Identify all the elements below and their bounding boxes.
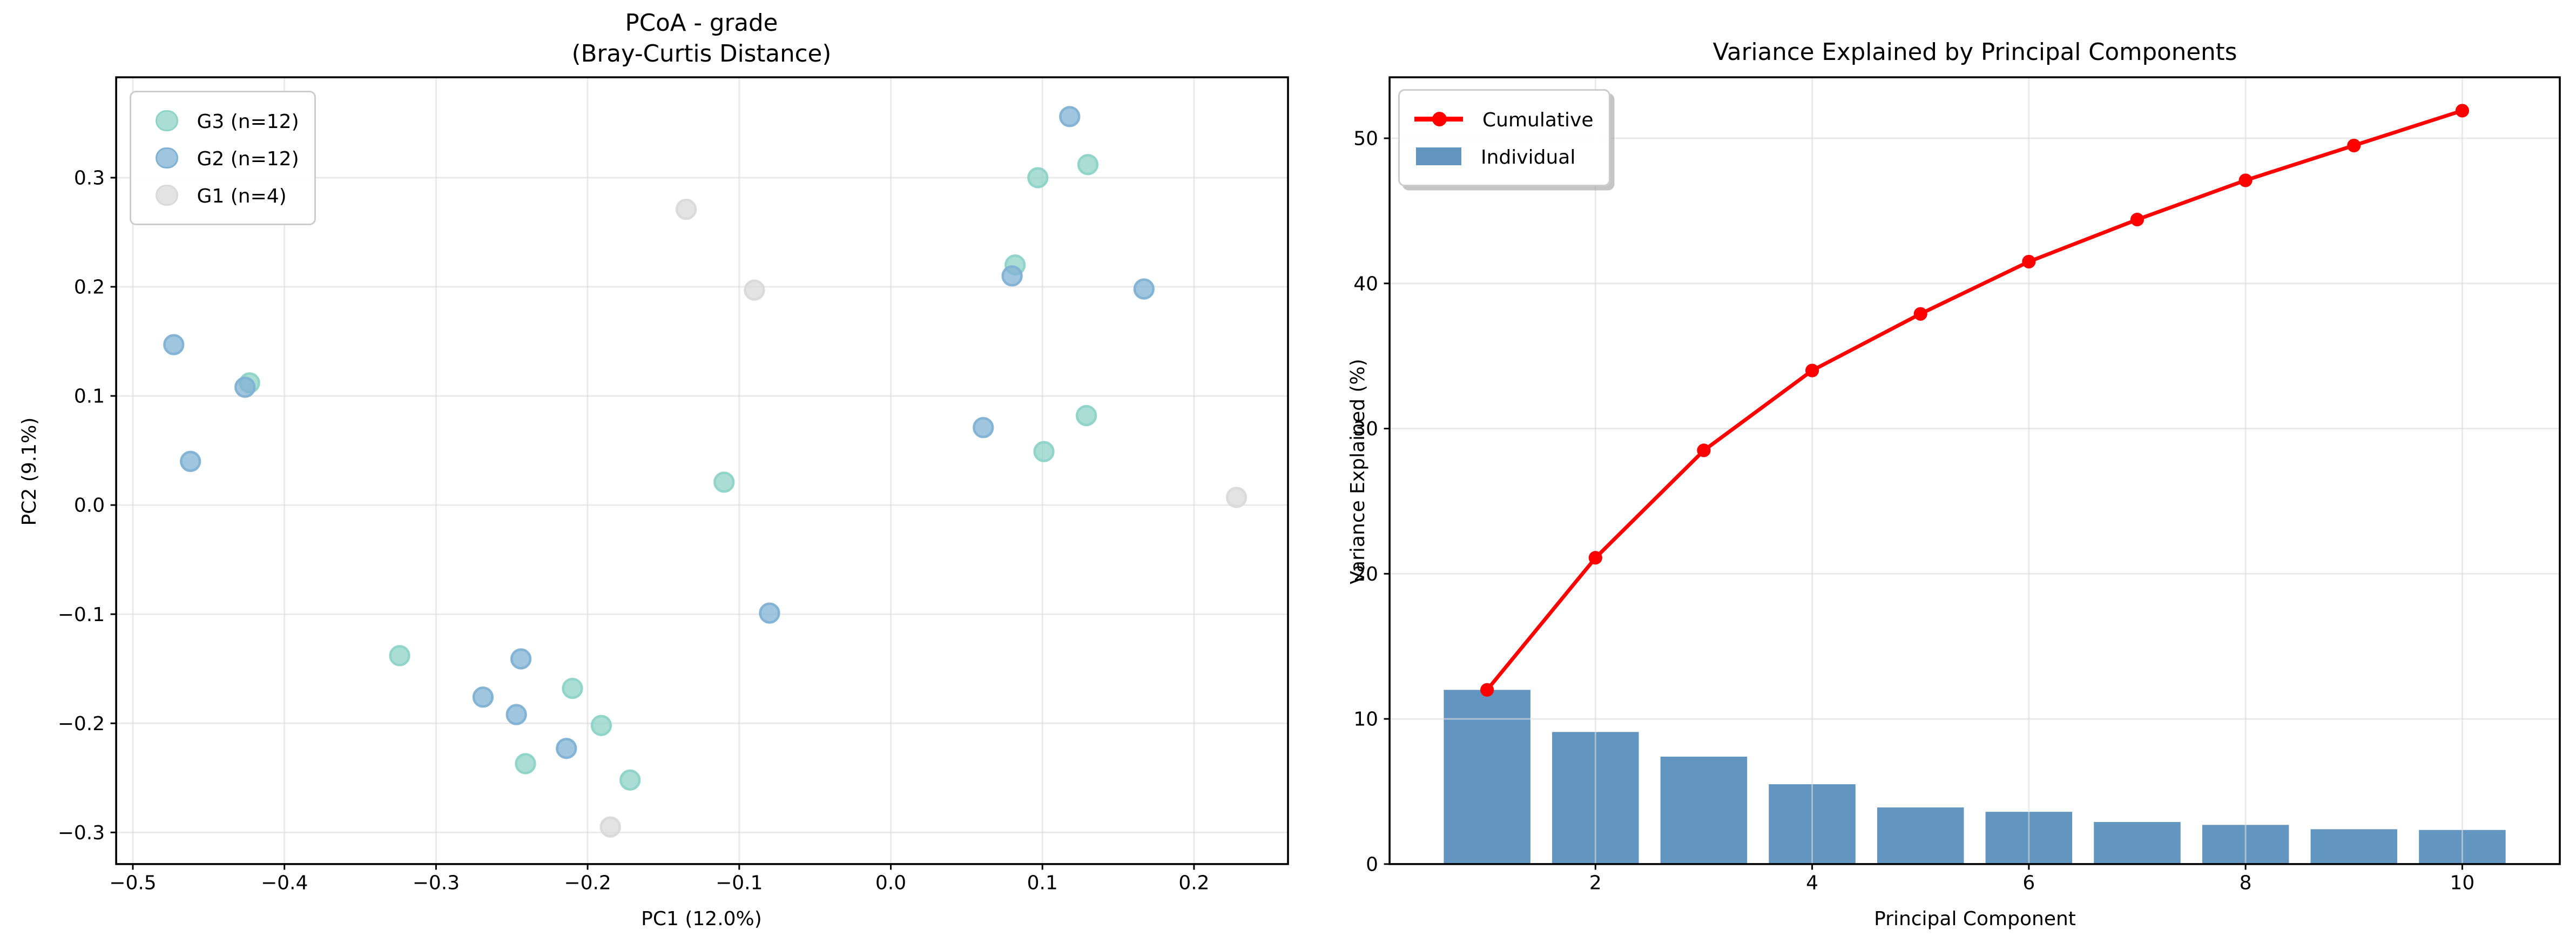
y-tick-label: 0.3 [74,167,105,190]
cumulative-marker-pc10 [2455,104,2470,118]
y-tick-label: 40 [1353,273,1378,295]
scatter-point-g2 [234,376,256,398]
scatter-point-g2 [510,648,532,670]
scatter-point-g3 [1033,441,1055,462]
x-tick-label: 0.2 [1178,872,1209,894]
legend-item-g1: G1 (n=4) [146,177,299,214]
scatter-point-g3 [389,645,410,666]
cumulative-line [1485,109,2464,692]
left-y-axis-label: PC2 (9.1%) [18,417,41,526]
bar-pc7 [2094,821,2181,864]
right-plot-frame [1388,76,2561,865]
cumulative-line-icon [1414,110,1463,129]
y-tick-label: 0.0 [74,495,105,517]
scatter-point-g2 [1001,265,1023,287]
cumulative-marker-pc4 [1805,363,1819,378]
g3-marker-icon [156,110,178,132]
scatter-point-g2 [180,450,201,472]
scatter-point-g2 [973,417,994,439]
cumulative-marker-pc2 [1588,551,1602,565]
x-tick-label: 10 [2450,872,2475,894]
legend-item-cumulative: Cumulative [1414,100,1594,138]
x-tick-label: 2 [1589,872,1602,894]
x-tick-label: 8 [2240,872,2252,894]
scatter-point-g2 [472,686,494,708]
bar-pc3 [1660,756,1748,864]
scatter-point-g2 [556,738,577,759]
legend-label-cumulative: Cumulative [1482,107,1594,131]
right-y-axis-label: Variance Explained (%) [1346,359,1369,584]
right-plot-title: Variance Explained by Principal Componen… [1712,41,2237,66]
cumulative-marker-pc6 [2022,254,2036,269]
left-x-axis-label: PC1 (12.0%) [641,907,762,930]
y-tick-label: −0.1 [58,604,105,626]
bar-pc5 [1877,807,1964,864]
legend-label-individual: Individual [1481,145,1576,168]
left-plot-frame [115,76,1289,865]
scatter-point-g2 [759,602,780,624]
x-tick-label: 4 [1806,872,1818,894]
legend-item-g3: G3 (n=12) [146,102,299,139]
cumulative-marker-pc7 [2130,212,2145,227]
scatter-point-g3 [619,769,641,791]
x-tick-label: 6 [2022,872,2035,894]
scatter-point-g3 [1027,167,1049,188]
scatter-point-g2 [1059,106,1081,127]
y-tick-label: −0.3 [58,822,105,844]
legend-label-g1: G1 (n=4) [197,184,287,207]
scatter-point-g1 [744,279,765,301]
cumulative-marker-pc1 [1480,683,1494,697]
g2-marker-icon [156,147,178,169]
scatter-point-g3 [515,753,536,774]
left-plot-title-line2: (Bray-Curtis Distance) [571,42,832,68]
scatter-point-g1 [1225,487,1247,508]
y-tick-label: 0.1 [74,386,105,408]
scatter-point-g1 [599,816,621,838]
x-tick-label: −0.1 [716,872,763,894]
legend-item-individual: Individual [1414,138,1594,175]
g1-marker-icon [156,184,178,206]
y-tick-label: 0.2 [74,277,105,299]
right-x-axis-label: Principal Component [1874,907,2076,930]
scatter-point-g3 [562,677,583,699]
scatter-point-g2 [163,334,185,355]
x-tick-label: 0.0 [875,872,906,894]
y-tick-label: 0 [1366,853,1378,875]
y-tick-label: 20 [1353,563,1378,585]
scatter-point-g3 [590,715,612,736]
bar-pc1 [1444,690,1530,864]
cumulative-marker-pc3 [1697,443,1711,457]
cumulative-marker-pc5 [1913,307,1927,321]
x-tick-label: −0.3 [413,872,460,894]
scatter-point-g2 [1133,278,1155,300]
scatter-point-g1 [675,198,697,220]
cumulative-marker-pc9 [2347,138,2361,153]
left-plot-title: PCoA - grade (Bray-Curtis Distance) [296,10,1107,71]
legend-label-g2: G2 (n=12) [197,146,299,170]
individual-bar-icon [1416,147,1461,165]
legend-label-g3: G3 (n=12) [197,109,299,132]
left-plot-title-line1: PCoA - grade [625,11,778,37]
cumulative-marker-pc8 [2238,173,2253,187]
y-tick-label: −0.2 [58,713,105,735]
x-tick-label: −0.2 [564,872,611,894]
x-tick-label: −0.4 [261,872,308,894]
scatter-point-g3 [713,471,735,493]
legend-item-g2: G2 (n=12) [146,139,299,177]
y-tick-label: 30 [1353,418,1378,440]
x-tick-label: −0.5 [109,872,156,894]
bar-pc9 [2310,829,2398,864]
left-legend: G3 (n=12) G2 (n=12) G1 (n=4) [130,91,315,225]
y-tick-label: 50 [1353,128,1378,150]
scatter-point-g3 [1076,405,1097,427]
scatter-point-g3 [1077,154,1099,176]
x-tick-label: 0.1 [1027,872,1058,894]
scatter-point-g2 [505,704,527,725]
y-tick-label: 10 [1353,709,1378,731]
right-legend: Cumulative Individual [1398,89,1610,186]
